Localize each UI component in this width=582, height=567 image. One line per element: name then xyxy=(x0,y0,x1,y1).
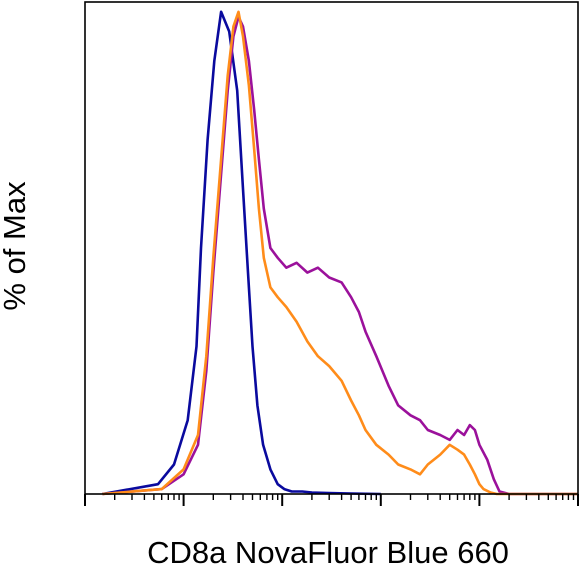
x-axis-ticks xyxy=(84,494,579,506)
series-line-2 xyxy=(102,15,578,496)
x-axis-label: CD8a NovaFluor Blue 660 xyxy=(147,535,509,567)
series-line-3 xyxy=(102,10,578,496)
y-axis-label: % of Max xyxy=(0,181,32,311)
series-line-1 xyxy=(102,10,381,496)
series-layer xyxy=(102,10,578,496)
plot-frame xyxy=(84,1,579,495)
plot-border xyxy=(84,1,579,495)
